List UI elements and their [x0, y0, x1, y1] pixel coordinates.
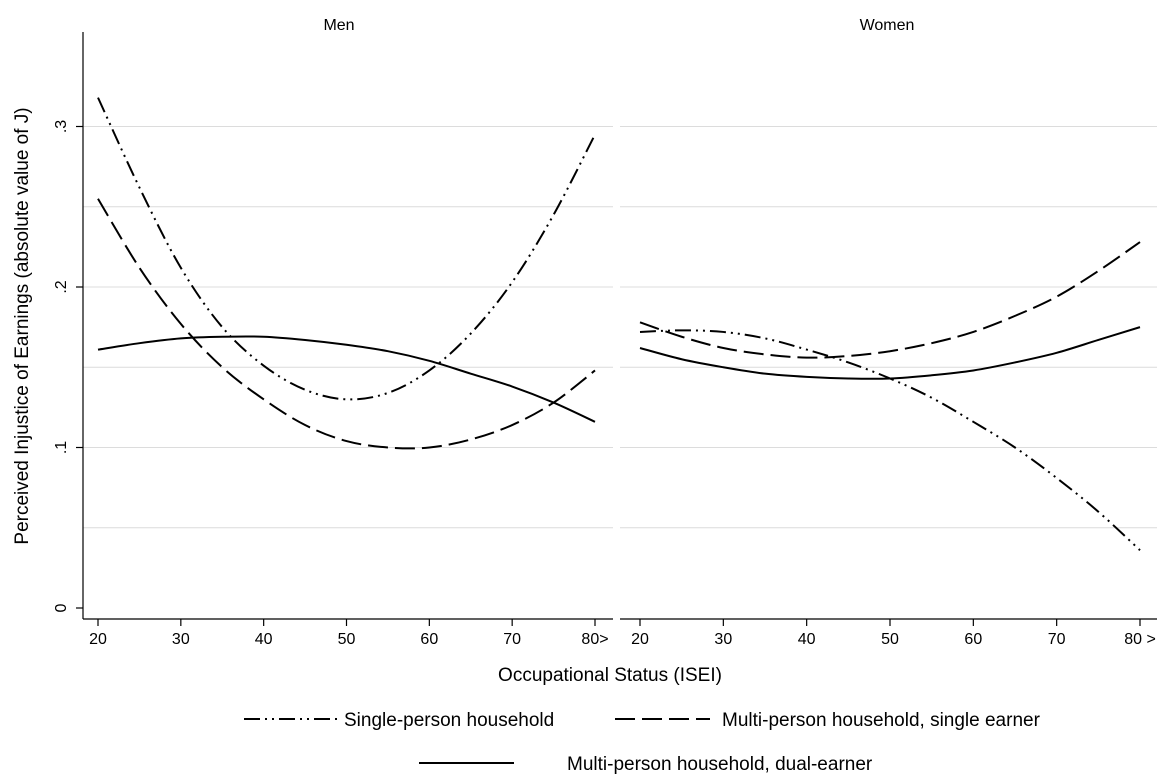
series-line-women-single: [640, 330, 1140, 550]
series-lines: [98, 98, 1140, 551]
y-tick-label: 0: [53, 603, 70, 612]
x-tick-label: 40: [798, 631, 816, 648]
series-line-men-multi_single: [98, 199, 595, 449]
series-line-women-dual: [640, 327, 1140, 379]
gridlines: [83, 127, 1157, 528]
series-line-men-single: [98, 98, 595, 400]
x-tick-label: 70: [503, 631, 521, 648]
legend-label-single-person: Single-person household: [344, 710, 554, 731]
y-axis-label: Perceived Injustice of Earnings (absolut…: [12, 107, 33, 544]
x-tick-label: 60: [964, 631, 982, 648]
legend-label-multi-single-earner: Multi-person household, single earner: [722, 710, 1041, 731]
legend-label-dual-earner: Multi-person household, dual-earner: [567, 754, 873, 775]
series-line-men-dual: [98, 336, 595, 421]
y-tick-label: .2: [53, 280, 70, 293]
chart-text: Men Women Occupational Status (ISEI) Per…: [12, 17, 1156, 686]
y-tick-label: .3: [53, 120, 70, 133]
x-tick-label: 80>: [581, 631, 608, 648]
series-line-women-multi_single: [640, 242, 1140, 358]
x-tick-label: 60: [420, 631, 438, 648]
axes: [76, 32, 1157, 626]
x-axis-label: Occupational Status (ISEI): [498, 665, 722, 686]
panel-title-men: Men: [323, 17, 354, 34]
x-tick-label: 30: [714, 631, 732, 648]
panel-title-women: Women: [860, 17, 915, 34]
legend: Single-person household Multi-person hou…: [244, 710, 1041, 775]
x-tick-label: 50: [881, 631, 899, 648]
x-tick-label: 80 >: [1124, 631, 1156, 648]
x-tick-label: 20: [89, 631, 107, 648]
y-tick-label: .1: [53, 441, 70, 454]
x-tick-label: 30: [172, 631, 190, 648]
x-tick-label: 50: [338, 631, 356, 648]
x-tick-label: 20: [631, 631, 649, 648]
x-tick-label: 40: [255, 631, 273, 648]
x-tick-label: 70: [1048, 631, 1066, 648]
